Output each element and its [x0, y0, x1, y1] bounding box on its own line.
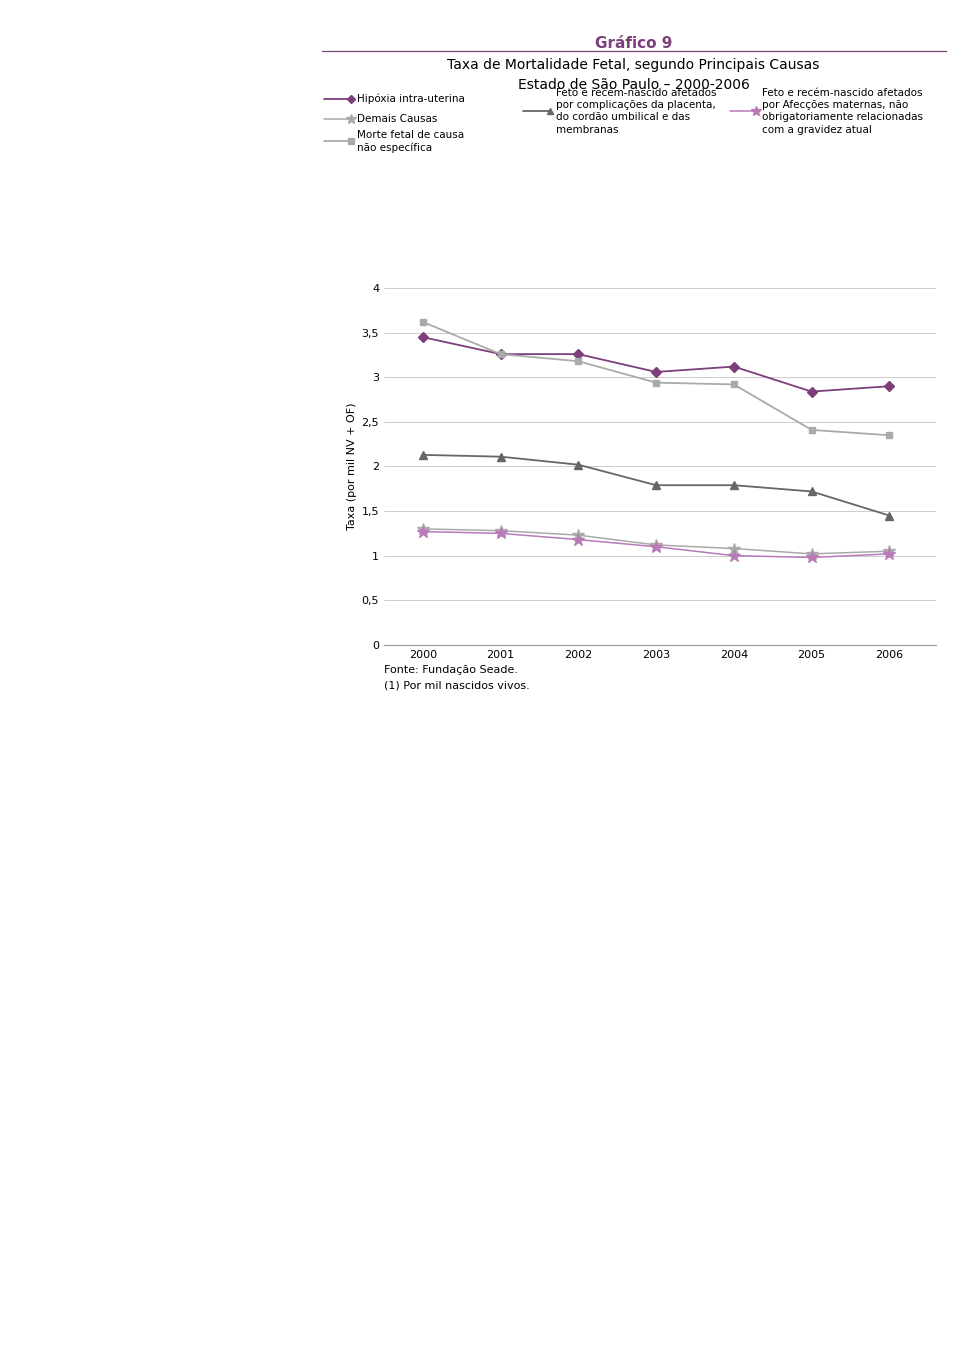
Text: Estado de São Paulo – 2000-2006: Estado de São Paulo – 2000-2006	[517, 78, 750, 92]
Text: Hipóxia intra-uterina: Hipóxia intra-uterina	[357, 93, 465, 104]
Y-axis label: Taxa (por mil NV + OF): Taxa (por mil NV + OF)	[348, 403, 357, 530]
Text: Fonte: Fundação Seade.: Fonte: Fundação Seade.	[384, 665, 518, 675]
Text: Gráfico 9: Gráfico 9	[595, 36, 672, 51]
Text: Feto e recém-nascido afetados
por Afecções maternas, não
obrigatoriamente relaci: Feto e recém-nascido afetados por Afecçõ…	[762, 88, 924, 134]
Text: Taxa de Mortalidade Fetal, segundo Principais Causas: Taxa de Mortalidade Fetal, segundo Princ…	[447, 58, 820, 71]
Text: Morte fetal de causa
não específica: Morte fetal de causa não específica	[357, 130, 465, 152]
Text: Demais Causas: Demais Causas	[357, 114, 438, 125]
Text: Feto e recém-nascido afetados
por complicações da placenta,
do cordão umbilical : Feto e recém-nascido afetados por compli…	[556, 88, 716, 134]
Text: (1) Por mil nascidos vivos.: (1) Por mil nascidos vivos.	[384, 681, 530, 690]
